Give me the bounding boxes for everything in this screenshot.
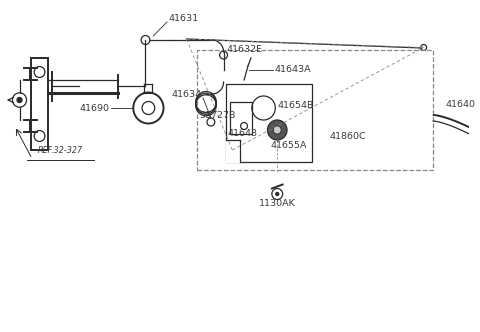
- Text: 1130AK: 1130AK: [259, 199, 296, 208]
- Circle shape: [273, 126, 281, 134]
- Text: 41690: 41690: [79, 104, 109, 113]
- Circle shape: [275, 192, 279, 196]
- Text: 41631: 41631: [169, 14, 199, 23]
- Text: 41634: 41634: [172, 90, 202, 99]
- Text: 41643: 41643: [227, 129, 257, 138]
- Polygon shape: [227, 140, 240, 162]
- Text: 41655A: 41655A: [270, 141, 307, 150]
- Text: REF.32-327: REF.32-327: [38, 146, 83, 155]
- Text: 41632E: 41632E: [227, 45, 263, 54]
- Text: 41860C: 41860C: [330, 132, 367, 141]
- Text: 58727B: 58727B: [199, 111, 236, 120]
- Text: 41640: 41640: [445, 100, 475, 109]
- Text: 41643A: 41643A: [275, 65, 311, 74]
- Circle shape: [267, 120, 287, 140]
- Text: 41654B: 41654B: [277, 102, 313, 111]
- Circle shape: [17, 98, 22, 103]
